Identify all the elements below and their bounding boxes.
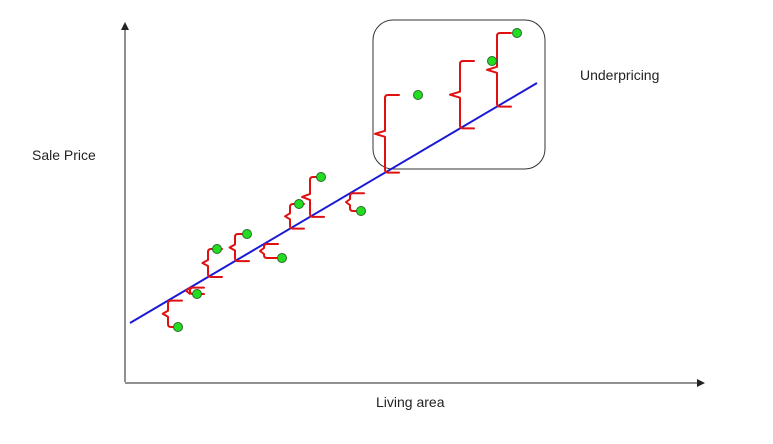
data-point <box>277 253 287 263</box>
residual-bracket <box>486 32 512 108</box>
underpricing-box <box>372 19 546 170</box>
residual-bracket <box>345 192 365 212</box>
data-point <box>192 289 202 299</box>
x-axis-label: Living area <box>376 394 445 410</box>
residual-bracket <box>284 203 305 230</box>
data-point <box>294 199 304 209</box>
residual-bracket <box>449 60 475 130</box>
data-point <box>173 322 183 332</box>
data-points <box>173 28 522 332</box>
residual-bracket <box>201 248 223 279</box>
data-point <box>512 28 522 38</box>
data-point <box>413 90 423 100</box>
residual-bracket <box>185 286 205 295</box>
data-point <box>487 56 497 66</box>
data-point <box>242 229 252 239</box>
underpricing-label: Underpricing <box>580 67 660 83</box>
residual-bracket <box>301 176 325 218</box>
y-axis-label: Sale Price <box>32 147 96 163</box>
regression-line <box>129 82 538 324</box>
data-point <box>356 206 366 216</box>
residual-bracket <box>259 242 279 259</box>
data-point <box>212 244 222 254</box>
residual-brackets <box>161 32 512 328</box>
residual-bracket <box>228 233 250 263</box>
data-point <box>316 172 326 182</box>
residual-bracket <box>161 299 183 328</box>
residual-bracket <box>374 94 400 174</box>
